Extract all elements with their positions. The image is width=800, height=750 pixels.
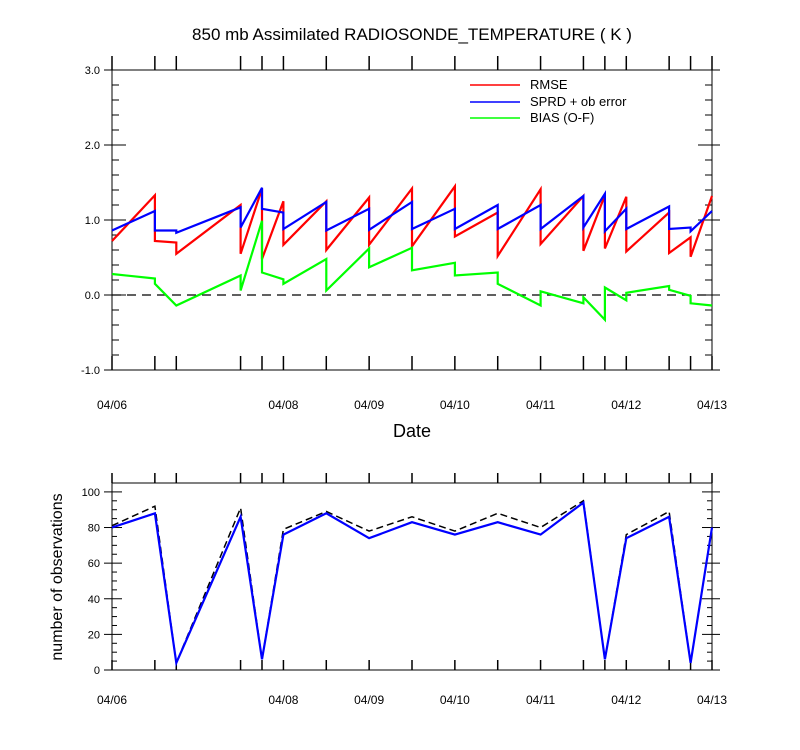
bottom-y-tick-label: 80 (88, 523, 100, 535)
top-x-tick-labels: 04/06 04/08 04/09 04/10 04/11 04/12 04/13 (97, 398, 727, 412)
top-y-tick-label: 0.0 (85, 290, 100, 302)
bottom-y-axis-label: number of observations (49, 493, 66, 660)
top-x-tick-label: 04/11 (526, 398, 555, 412)
top-x-tick-label: 04/09 (354, 398, 384, 412)
top-chart: 850 mb Assimilated RADIOSONDE_TEMPERATUR… (81, 25, 727, 441)
top-chart-title: 850 mb Assimilated RADIOSONDE_TEMPERATUR… (192, 25, 632, 44)
top-y-tick-label: 1.0 (85, 215, 100, 227)
top-x-tick-label: 04/13 (697, 398, 727, 412)
bottom-y-tick-label: 0 (94, 665, 100, 677)
legend-label-sprd: SPRD + ob error (530, 94, 627, 109)
top-series-bias-o-f (111, 220, 713, 323)
bottom-x-tick-label: 04/13 (697, 693, 727, 707)
bottom-x-tick-label: 04/11 (526, 693, 555, 707)
bottom-plot-frame (111, 482, 713, 671)
legend-label-rmse: RMSE (530, 77, 568, 92)
legend: RMSE SPRD + ob error BIAS (O-F) (470, 77, 627, 125)
top-y-tick-label: 3.0 (85, 65, 100, 77)
bottom-x-tick-label: 04/10 (440, 693, 470, 707)
legend-label-bias: BIAS (O-F) (530, 110, 594, 125)
bottom-series-assimilated-observations (111, 500, 714, 667)
bottom-x-tick-label: 04/08 (268, 693, 298, 707)
top-x-tick-label: 04/08 (268, 398, 298, 412)
bottom-y-tick-label: 60 (88, 558, 100, 570)
bottom-y-tick-label: 100 (82, 487, 100, 499)
bottom-series-group (111, 499, 714, 667)
top-ticks (104, 56, 720, 371)
top-y-tick-label: -1.0 (81, 365, 100, 377)
bottom-y-tick-labels: 0 20 40 60 80 100 (82, 487, 100, 677)
bottom-ticks (104, 473, 720, 671)
bottom-x-tick-label: 04/06 (97, 693, 127, 707)
top-x-tick-label: 04/06 (97, 398, 127, 412)
top-x-tick-label: 04/10 (440, 398, 470, 412)
top-x-tick-label: 04/12 (611, 398, 641, 412)
top-y-tick-label: 2.0 (85, 140, 100, 152)
top-series-sprd-ob-error (111, 187, 713, 235)
top-y-tick-labels: -1.0 0.0 1.0 2.0 3.0 (81, 65, 100, 377)
top-x-axis-label: Date (393, 421, 431, 441)
bottom-y-tick-label: 20 (88, 629, 100, 641)
top-series-group (111, 182, 714, 323)
bottom-chart: 04/06 04/08 04/09 04/10 04/11 04/12 04/13 0 20 4… (49, 473, 727, 707)
bottom-y-tick-label: 40 (88, 594, 100, 606)
bottom-x-tick-label: 04/12 (611, 693, 641, 707)
bottom-x-tick-label: 04/09 (354, 693, 384, 707)
bottom-series-possible-observations (111, 499, 713, 666)
bottom-x-tick-labels: 04/06 04/08 04/09 04/10 04/11 04/12 04/13 (97, 693, 727, 707)
